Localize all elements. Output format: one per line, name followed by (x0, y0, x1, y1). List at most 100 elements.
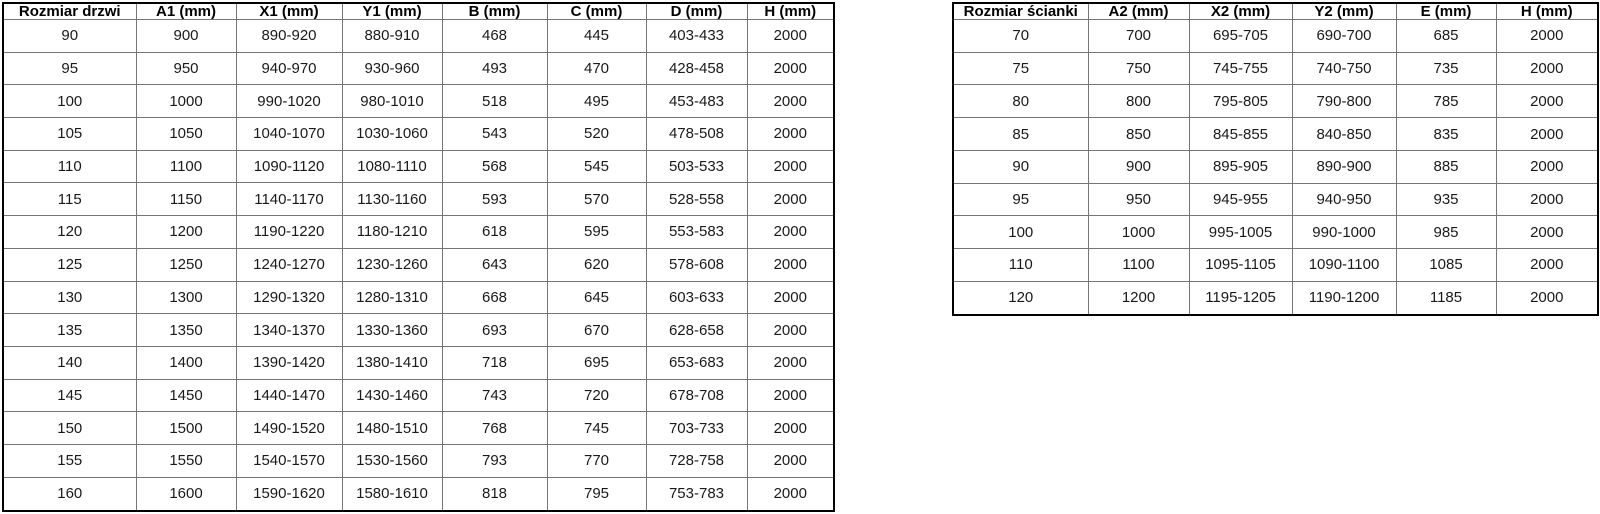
table-cell: 890-900 (1291, 149, 1397, 184)
table-row: 100 1000 995-1005 990-1000 985 2000 (952, 215, 1599, 250)
table-row: 90 900 895-905 890-900 885 2000 (952, 149, 1599, 184)
table-row: 120 1200 1195-1205 1190-1200 1185 2000 (952, 280, 1599, 316)
table-row: 150 1500 1490-1520 1480-1510 768 745 703-733 20… (2, 411, 835, 445)
table-cell: 1000 (135, 84, 237, 119)
table-cell: 1530-1560 (341, 443, 443, 478)
table-header-cell: Y1 (mm) (341, 2, 443, 20)
table-cell: 80 (952, 84, 1089, 119)
table-cell: 728-758 (645, 443, 748, 478)
table-row: 130 1300 1290-1320 1280-1310 668 645 603-633 20… (2, 280, 835, 315)
table-cell: 115 (2, 182, 137, 217)
table-cell: 1390-1420 (235, 345, 343, 380)
table-row: 135 1350 1340-1370 1330-1360 693 670 628-658 20… (2, 313, 835, 347)
table-cell: 645 (546, 280, 647, 315)
table-cell: 2000 (1495, 117, 1599, 151)
table-cell: 95 (2, 51, 137, 86)
table-cell: 2000 (746, 149, 835, 184)
table-cell: 895-905 (1188, 149, 1293, 184)
table-cell: 85 (952, 117, 1089, 151)
table-cell: 2000 (746, 280, 835, 315)
table-cell: 2000 (1495, 51, 1599, 86)
table-cell: 1590-1620 (235, 476, 343, 512)
table-cell: 628-658 (645, 313, 748, 347)
table-cell: 453-483 (645, 84, 748, 119)
table-row: 95 950 940-970 930-960 493 470 428-458 2000 (2, 51, 835, 86)
table-cell: 468 (441, 19, 548, 53)
table-header-cell: E (mm) (1395, 2, 1497, 20)
table-cell: 653-683 (645, 345, 748, 380)
table-cell: 1100 (1087, 248, 1190, 282)
table-cell: 543 (441, 117, 548, 151)
table-cell: 685 (1395, 19, 1497, 53)
table-cell: 1130-1160 (341, 182, 443, 217)
table-cell: 478-508 (645, 117, 748, 151)
table-cell: 890-920 (235, 19, 343, 53)
table-cell: 603-633 (645, 280, 748, 315)
table-cell: 1000 (1087, 215, 1190, 250)
table-cell: 1600 (135, 476, 237, 512)
table-cell: 1540-1570 (235, 443, 343, 478)
table-cell: 695-705 (1188, 19, 1293, 53)
table-cell: 75 (952, 51, 1089, 86)
table-cell: 1180-1210 (341, 215, 443, 249)
table-cell: 1200 (1087, 280, 1190, 316)
table-header-cell: Rozmiar ścianki (952, 2, 1089, 20)
table-cell: 1350 (135, 313, 237, 347)
table-cell: 620 (546, 247, 647, 282)
table-row: 145 1450 1440-1470 1430-1460 743 720 678-708 20… (2, 378, 835, 413)
table-cell: 850 (1087, 117, 1190, 151)
table-cell: 2000 (746, 117, 835, 151)
table-cell: 1580-1610 (341, 476, 443, 512)
table-cell: 1240-1270 (235, 247, 343, 282)
table-cell: 740-750 (1291, 51, 1397, 86)
table-cell: 745 (546, 411, 647, 445)
table-cell: 1480-1510 (341, 411, 443, 445)
table-cell: 1090-1100 (1291, 248, 1397, 282)
table-cell: 1030-1060 (341, 117, 443, 151)
table-cell: 1490-1520 (235, 411, 343, 445)
table-cell: 930-960 (341, 51, 443, 86)
table-cell: 495 (546, 84, 647, 119)
table-cell: 2000 (746, 182, 835, 217)
table-row: 105 1050 1040-1070 1030-1060 543 520 478-508 20… (2, 117, 835, 151)
table-cell: 105 (2, 117, 137, 151)
table-header-cell: C (mm) (546, 2, 647, 20)
table-cell: 1190-1220 (235, 215, 343, 249)
table-cell: 1095-1105 (1188, 248, 1293, 282)
table-cell: 643 (441, 247, 548, 282)
table-cell: 2000 (1495, 280, 1599, 316)
table-cell: 703-733 (645, 411, 748, 445)
table-cell: 2000 (1495, 182, 1599, 217)
table-cell: 945-955 (1188, 182, 1293, 217)
table-cell: 1190-1200 (1291, 280, 1397, 316)
table-row: 95 950 945-955 940-950 935 2000 (952, 182, 1599, 217)
table-cell: 2000 (1495, 215, 1599, 250)
table-header-cell: X2 (mm) (1188, 2, 1293, 20)
table-row: 110 1100 1095-1105 1090-1100 1085 2000 (952, 248, 1599, 282)
table-cell: 1290-1320 (235, 280, 343, 315)
table-cell: 493 (441, 51, 548, 86)
table-cell: 720 (546, 378, 647, 413)
table-cell: 700 (1087, 19, 1190, 53)
table-cell: 520 (546, 117, 647, 151)
table-cell: 693 (441, 313, 548, 347)
table-cell: 835 (1395, 117, 1497, 151)
table-cell: 70 (952, 19, 1089, 53)
table-cell: 1330-1360 (341, 313, 443, 347)
table-cell: 578-608 (645, 247, 748, 282)
table-cell: 100 (2, 84, 137, 119)
table-cell: 2000 (746, 51, 835, 86)
table-cell: 678-708 (645, 378, 748, 413)
table-cell: 670 (546, 313, 647, 347)
table-cell: 618 (441, 215, 548, 249)
table-cell: 795-805 (1188, 84, 1293, 119)
table-row: 85 850 845-855 840-850 835 2000 (952, 117, 1599, 151)
table-cell: 1300 (135, 280, 237, 315)
table-header-cell: A2 (mm) (1087, 2, 1190, 20)
table-cell: 160 (2, 476, 137, 512)
table-cell: 545 (546, 149, 647, 184)
table-cell: 768 (441, 411, 548, 445)
table-header-row: Rozmiar ścianki A2 (mm) X2 (mm) Y2 (mm) E (m… (952, 2, 1599, 20)
table-cell: 990-1000 (1291, 215, 1397, 250)
table-cell: 795 (546, 476, 647, 512)
